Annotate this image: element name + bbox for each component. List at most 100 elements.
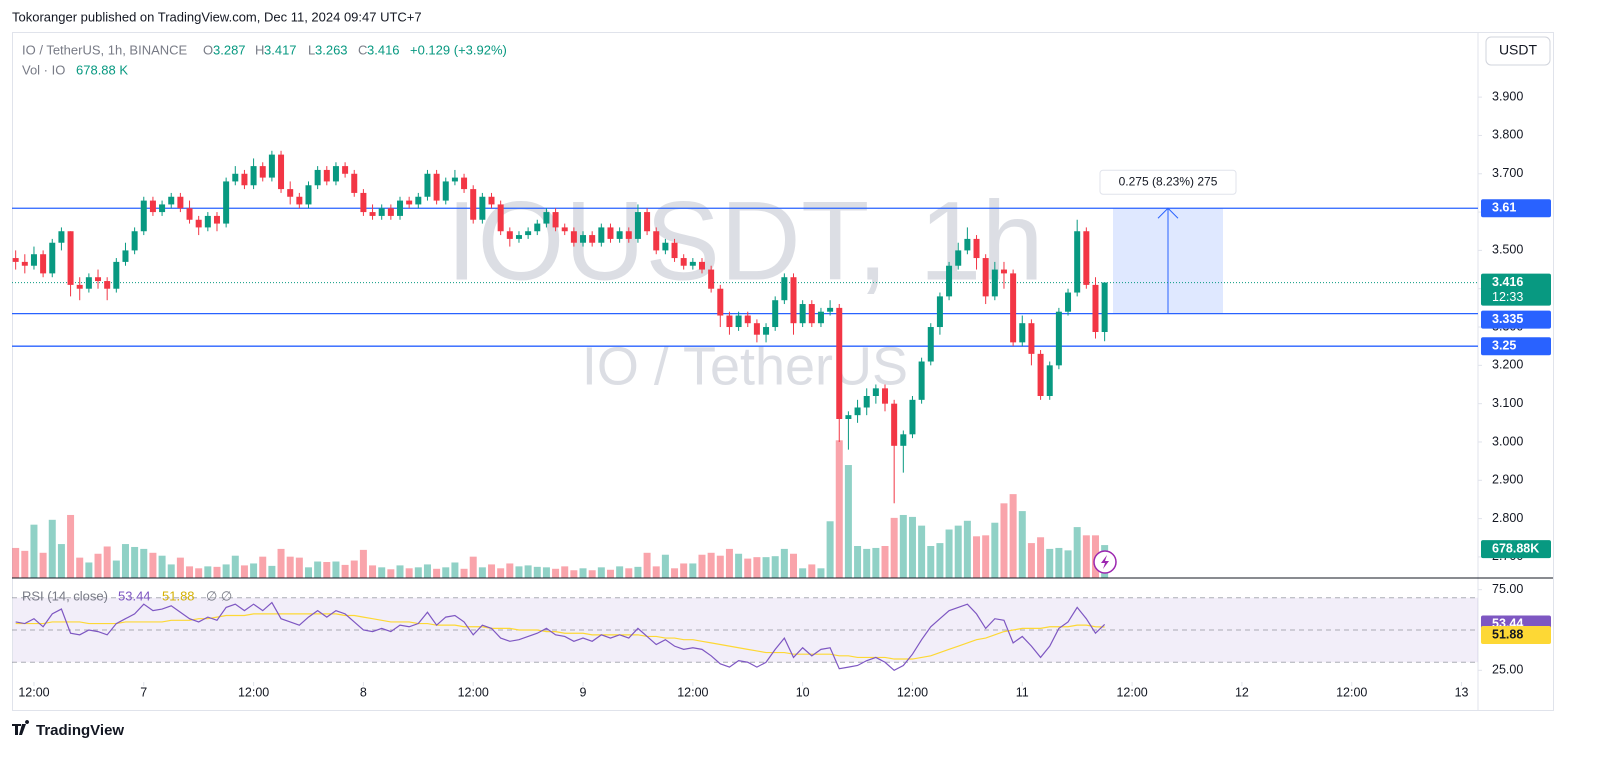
volume-bar [808,564,816,578]
candle-body [213,215,220,224]
candle-body [378,208,385,216]
candle-body [570,231,577,243]
volume-bar [323,562,331,578]
volume-bar [899,514,907,578]
volume-bar [451,562,459,578]
volume-bar [1000,503,1008,578]
volume-bar [908,516,916,578]
volume-bar [790,553,798,578]
candle-body [30,254,37,266]
candle-body [1065,292,1072,312]
x-tick-label: 13 [1455,685,1469,699]
volume-bar [1082,535,1090,578]
volume-bar [854,546,862,578]
candle-body [653,231,660,251]
candle-body [882,388,889,404]
candle-body [616,231,623,239]
measure-label-box [1099,169,1237,195]
x-tick-label: 12 [1235,685,1249,699]
legend-volume-value: 678.88 K [76,62,128,77]
candle-body [808,304,815,324]
rsi-ma-badge-bg [1481,625,1551,644]
volume-bar [881,546,889,578]
volume-bar [689,563,697,578]
candle-body [634,212,641,239]
plot: 0.275 (8.23%) 275 [12,150,1478,672]
volume-bar [716,555,724,578]
volume-bar [1018,511,1026,578]
measure-label: 0.275 (8.23%) 275 [1119,174,1218,188]
currency-button-label[interactable]: USDT [1499,42,1538,58]
candle-body [799,304,806,324]
candle-body [982,258,989,297]
level-badge-bg [1481,199,1551,218]
level-badge: 3.61 [1492,201,1516,215]
x-tick-label: 12:00 [897,685,928,699]
volume-bar [844,465,852,578]
rsi-tick-label: 25.00 [1492,663,1523,677]
candle-body [470,189,477,220]
rsi-tick-label: 75.00 [1492,582,1523,596]
volume-bar [396,565,404,578]
volume-bar [625,568,633,578]
candle-body [104,281,111,289]
legend-rsi: RSI (14, close) [22,588,108,603]
candle-body [909,399,916,435]
volume-bar [478,567,486,578]
volume-bar [240,565,248,578]
volume-bar [30,524,38,578]
volume-bar [762,557,770,578]
candle-body [159,204,166,213]
rsi-line [15,601,1106,672]
candle-body [991,269,998,297]
y-tick-label: 3.500 [1492,243,1523,257]
y-tick-label: 3.700 [1492,166,1523,180]
candle-body [1037,353,1044,396]
candle-body [644,212,651,232]
candle-body [76,284,83,289]
candle-body [680,258,687,266]
candle-body [1101,282,1108,333]
candle-body [726,315,733,328]
candle-body [12,258,19,262]
volume-bar [414,567,422,578]
candle-body [753,323,760,335]
volume-bar [149,552,157,578]
volume-bar [735,553,743,578]
volume-bar [744,558,752,578]
y-tick-label: 2.900 [1492,473,1523,487]
x-tick-label: 10 [796,685,810,699]
volume-bar [561,566,569,578]
level-badge-bg [1481,337,1551,356]
candle-body [717,288,724,316]
volume-bar [927,546,935,578]
candle-body [708,269,715,289]
candle-body [122,250,129,262]
x-tick-label: 12:00 [238,685,269,699]
volume-badge-bg [1481,540,1551,559]
candle-body [607,227,614,239]
volume-bar [963,520,971,578]
volume-bar [991,522,999,578]
candle-body [1000,269,1007,274]
legend-change: +0.129 (+3.92%) [410,42,507,57]
currency-button[interactable] [1485,36,1551,66]
volume-bar [643,552,651,578]
volume-bar [332,561,340,578]
candle-body [223,181,230,224]
volume-bar [570,570,578,578]
volume-bar [94,553,102,578]
candle-body [671,242,678,259]
candle-body [836,307,843,419]
volume-bar [295,557,303,578]
volume-bar [204,566,212,578]
volume-bar [176,557,184,578]
volume-bar [753,557,761,578]
legend-rsi-extra: ∅ ∅ [206,588,232,603]
candle-body [744,315,751,324]
volume-bar [195,568,203,578]
candle-body [305,185,312,205]
volume-bar [945,529,953,578]
legend-rsi-value: 53.44 [118,588,151,603]
candle-body [287,189,294,197]
